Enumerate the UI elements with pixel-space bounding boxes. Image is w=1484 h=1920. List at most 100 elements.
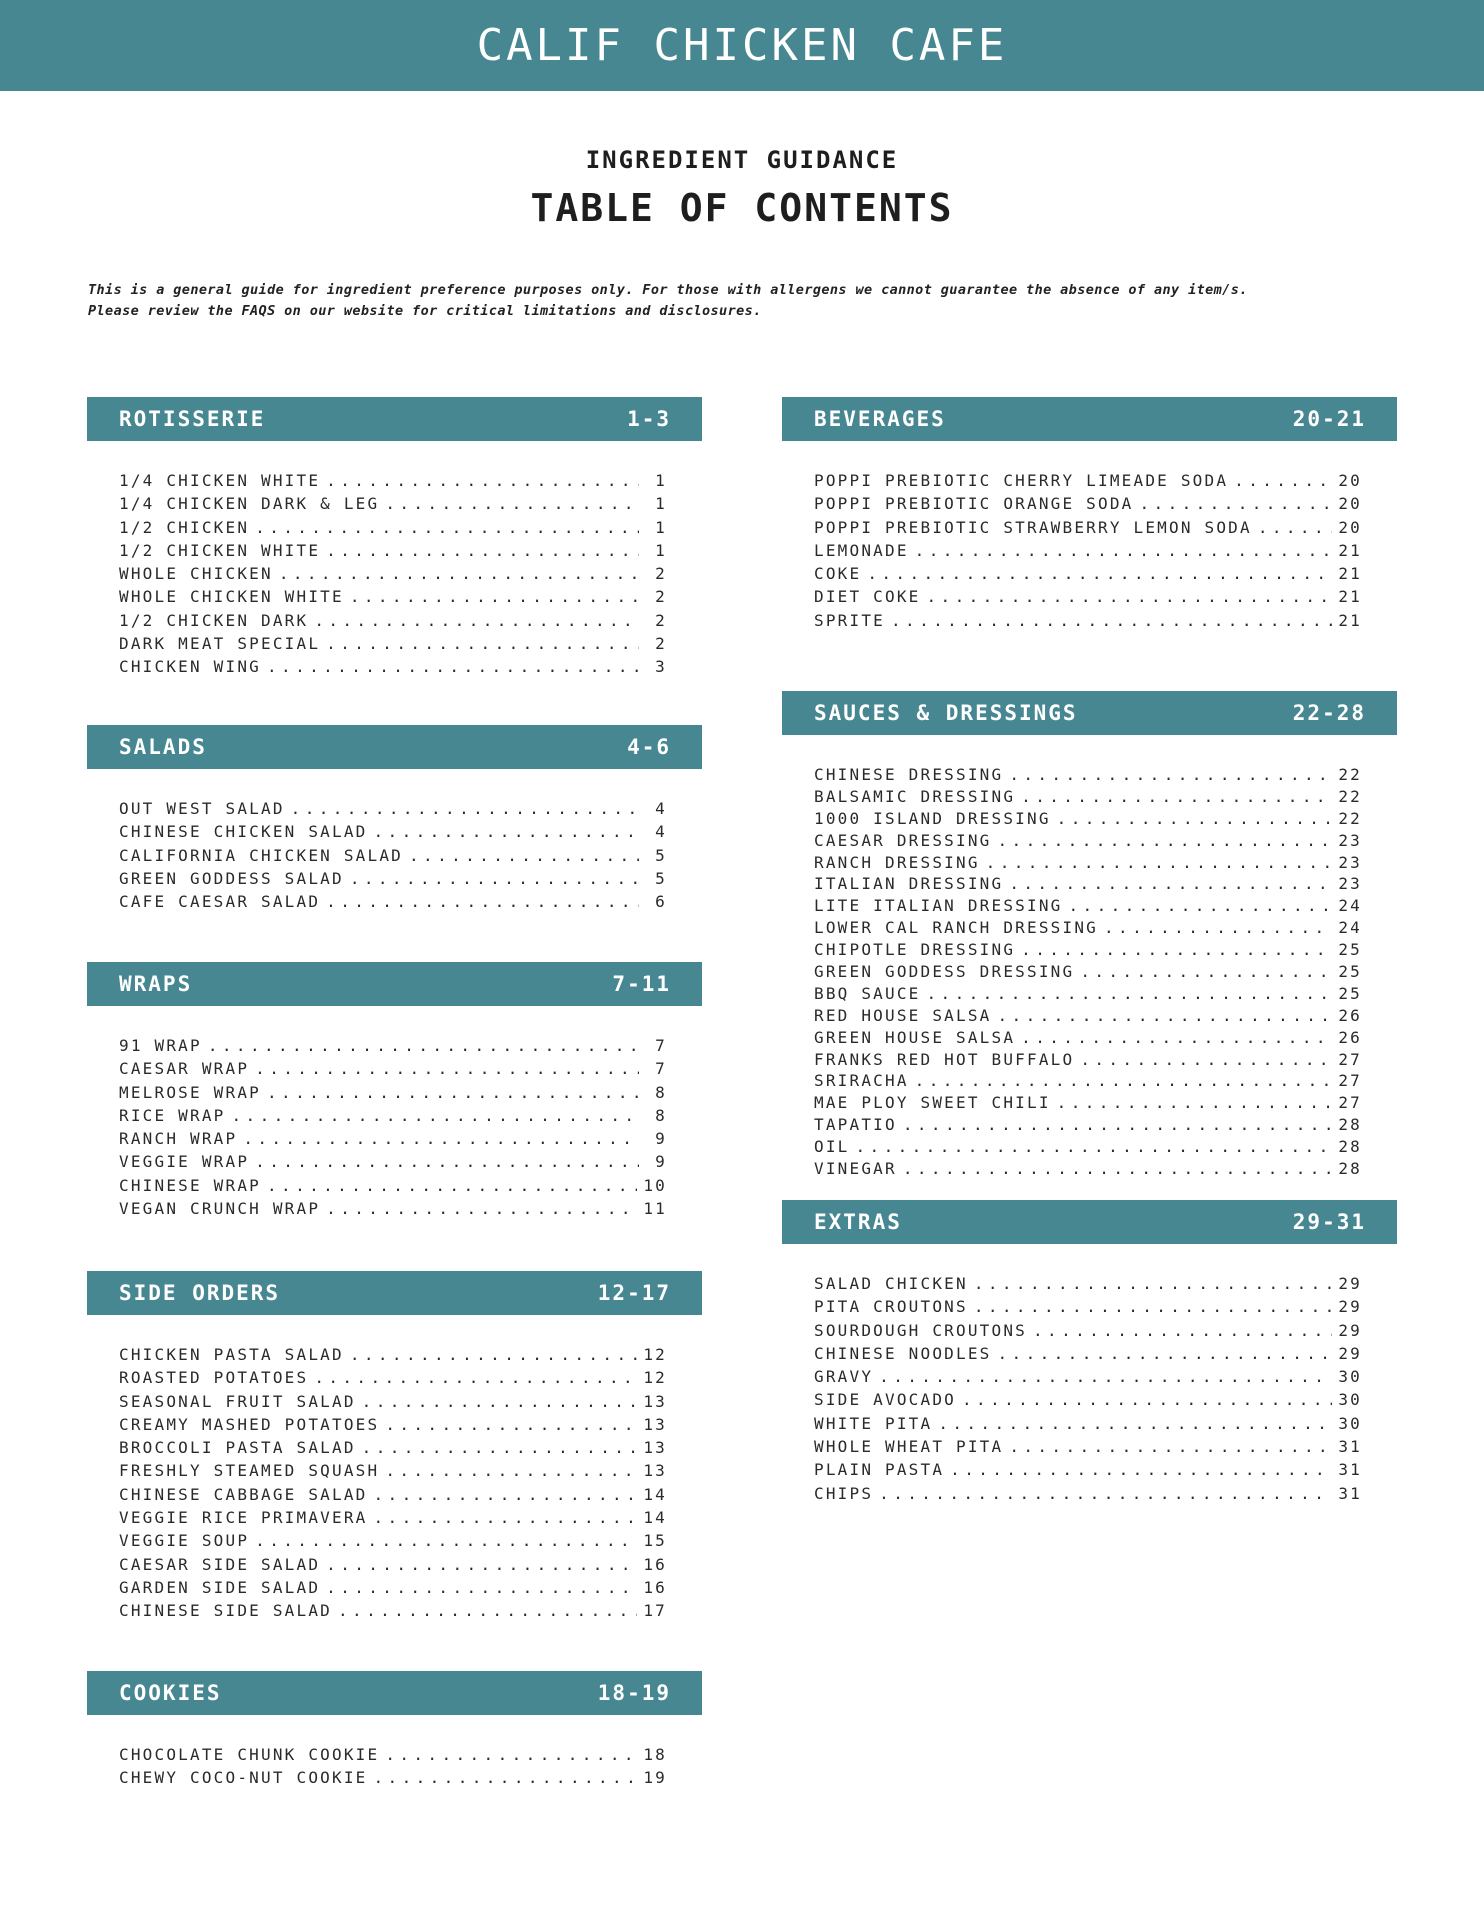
dot-leader [326, 1199, 637, 1218]
toc-entry[interactable]: ITALIAN DRESSING 23 [814, 874, 1362, 896]
dot-leader [1057, 809, 1333, 828]
dot-leader [891, 611, 1332, 630]
toc-entry[interactable]: OUT WEST SALAD 4 [119, 799, 667, 822]
toc-entry[interactable]: CHIPS 31 [814, 1484, 1362, 1507]
toc-entry[interactable]: POPPI PREBIOTIC STRAWBERRY LEMON SODA 20 [814, 518, 1362, 541]
toc-entry[interactable]: RICE WRAP 8 [119, 1106, 667, 1129]
toc-entry[interactable]: BBQ SAUCE 25 [814, 984, 1362, 1006]
toc-entry[interactable]: CHINESE WRAP 10 [119, 1176, 667, 1199]
toc-entry[interactable]: CAESAR WRAP 7 [119, 1059, 667, 1082]
entry-page: 28 [1338, 1159, 1362, 1179]
toc-entry[interactable]: RANCH WRAP 9 [119, 1129, 667, 1152]
dot-leader [385, 1745, 637, 1764]
section-pages: 7-11 [612, 972, 671, 996]
toc-entry[interactable]: OIL 28 [814, 1137, 1362, 1159]
toc-entry[interactable]: CAESAR DRESSING 23 [814, 831, 1362, 853]
toc-entry[interactable]: GREEN HOUSE SALSA 26 [814, 1028, 1362, 1050]
entry-page: 27 [1338, 1071, 1362, 1091]
toc-entry[interactable]: SIDE AVOCADO 30 [814, 1390, 1362, 1413]
toc-entry[interactable]: VEGGIE SOUP 15 [119, 1531, 667, 1554]
toc-entry[interactable]: PITA CROUTONS 29 [814, 1297, 1362, 1320]
toc-entry[interactable]: 1/2 CHICKEN 1 [119, 518, 667, 541]
toc-entry[interactable]: CHINESE CABBAGE SALAD 14 [119, 1485, 667, 1508]
toc-entry[interactable]: SPRITE 21 [814, 611, 1362, 634]
toc-entry[interactable]: VEGGIE WRAP 9 [119, 1152, 667, 1175]
toc-entry[interactable]: 1/4 CHICKEN DARK & LEG 1 [119, 494, 667, 517]
toc-entry[interactable]: SRIRACHA 27 [814, 1071, 1362, 1093]
dot-leader [986, 853, 1333, 872]
toc-entry[interactable]: CAESAR SIDE SALAD 16 [119, 1555, 667, 1578]
toc-entry[interactable]: VEGGIE RICE PRIMAVERA 14 [119, 1508, 667, 1531]
dot-leader [1080, 962, 1332, 981]
toc-entry[interactable]: DARK MEAT SPECIAL 2 [119, 634, 667, 657]
toc-entry[interactable]: PLAIN PASTA 31 [814, 1460, 1362, 1483]
toc-entry[interactable]: BALSAMIC DRESSING 22 [814, 787, 1362, 809]
entry-page: 15 [643, 1531, 667, 1551]
toc-entry[interactable]: CALIFORNIA CHICKEN SALAD 5 [119, 846, 667, 869]
toc-entry[interactable]: WHOLE CHICKEN WHITE 2 [119, 587, 667, 610]
entry-page: 2 [655, 634, 667, 654]
entry-page: 13 [643, 1461, 667, 1481]
toc-entry[interactable]: LOWER CAL RANCH DRESSING 24 [814, 918, 1362, 940]
toc-entry[interactable]: CHOCOLATE CHUNK COOKIE 18 [119, 1745, 667, 1768]
toc-entry[interactable]: 1/4 CHICKEN WHITE 1 [119, 471, 667, 494]
dot-leader [927, 587, 1333, 606]
section-header: BEVERAGES 20-21 [782, 397, 1397, 441]
toc-entry[interactable]: 91 WRAP 7 [119, 1036, 667, 1059]
toc-entry[interactable]: SOURDOUGH CROUTONS 29 [814, 1321, 1362, 1344]
toc-entry[interactable]: RANCH DRESSING 23 [814, 853, 1362, 875]
toc-entry[interactable]: 1/2 CHICKEN WHITE 1 [119, 541, 667, 564]
toc-entry[interactable]: ROASTED POTATOES 12 [119, 1368, 667, 1391]
toc-entry[interactable]: FRANKS RED HOT BUFFALO 27 [814, 1050, 1362, 1072]
toc-entry[interactable]: COKE 21 [814, 564, 1362, 587]
toc-entry[interactable]: 1000 ISLAND DRESSING 22 [814, 809, 1362, 831]
toc-entry[interactable]: VINEGAR 28 [814, 1159, 1362, 1181]
toc-entry[interactable]: SEASONAL FRUIT SALAD 13 [119, 1392, 667, 1415]
toc-entry[interactable]: FRESHLY STEAMED SQUASH 13 [119, 1461, 667, 1484]
toc-entry[interactable]: POPPI PREBIOTIC CHERRY LIMEADE SODA 20 [814, 471, 1362, 494]
toc-entry[interactable]: CHICKEN WING 3 [119, 657, 667, 680]
toc-entry[interactable]: CHINESE SIDE SALAD 17 [119, 1601, 667, 1624]
entry-name: VINEGAR [814, 1159, 897, 1179]
entry-name: PLAIN PASTA [814, 1460, 945, 1480]
toc-entry[interactable]: WHOLE WHEAT PITA 31 [814, 1437, 1362, 1460]
toc-entry[interactable]: SALAD CHICKEN 29 [814, 1274, 1362, 1297]
dot-leader [385, 494, 639, 513]
toc-entry[interactable]: CREAMY MASHED POTATOES 13 [119, 1415, 667, 1438]
entry-name: GREEN HOUSE SALSA [814, 1027, 1016, 1047]
entry-page: 25 [1338, 940, 1362, 960]
toc-entry[interactable]: MELROSE WRAP 8 [119, 1083, 667, 1106]
toc-entry[interactable]: 1/2 CHICKEN DARK 2 [119, 611, 667, 634]
entry-page: 22 [1338, 808, 1362, 828]
toc-entry[interactable]: CAFE CAESAR SALAD 6 [119, 892, 667, 915]
toc-entry[interactable]: LEMONADE 21 [814, 541, 1362, 564]
toc-entry[interactable]: WHITE PITA 30 [814, 1414, 1362, 1437]
toc-entry[interactable]: GREEN GODDESS SALAD 5 [119, 869, 667, 892]
entry-name: GARDEN SIDE SALAD [119, 1577, 321, 1597]
entry-name: FRANKS RED HOT BUFFALO [814, 1049, 1075, 1069]
toc-entry[interactable]: GRAVY 30 [814, 1367, 1362, 1390]
toc-entry[interactable]: TAPATIO 28 [814, 1115, 1362, 1137]
toc-entry[interactable]: POPPI PREBIOTIC ORANGE SODA 20 [814, 494, 1362, 517]
toc-entry[interactable]: WHOLE CHICKEN 2 [119, 564, 667, 587]
toc-entry[interactable]: RED HOUSE SALSA 26 [814, 1006, 1362, 1028]
toc-entry[interactable]: GREEN GODDESS DRESSING 25 [814, 962, 1362, 984]
toc-entry[interactable]: CHIPOTLE DRESSING 25 [814, 940, 1362, 962]
toc-entry[interactable]: MAE PLOY SWEET CHILI 27 [814, 1093, 1362, 1115]
entry-page: 29 [1338, 1320, 1362, 1340]
toc-entry[interactable]: CHINESE NOODLES 29 [814, 1344, 1362, 1367]
entry-name: CAFE CAESAR SALAD [119, 892, 321, 912]
toc-entry[interactable]: GARDEN SIDE SALAD 16 [119, 1578, 667, 1601]
toc-entry[interactable]: CHINESE CHICKEN SALAD 4 [119, 822, 667, 845]
toc-entry[interactable]: DIET COKE 21 [814, 587, 1362, 610]
toc-entry[interactable]: LITE ITALIAN DRESSING 24 [814, 896, 1362, 918]
entry-page: 23 [1338, 852, 1362, 872]
entry-name: 1/4 CHICKEN WHITE [119, 471, 321, 490]
entry-page: 22 [1338, 765, 1362, 784]
toc-entry[interactable]: CHICKEN PASTA SALAD 12 [119, 1345, 667, 1368]
toc-entry[interactable]: BROCCOLI PASTA SALAD 13 [119, 1438, 667, 1461]
toc-entry[interactable]: CHEWY COCO-NUT COOKIE 19 [119, 1768, 667, 1791]
toc-entry[interactable]: VEGAN CRUNCH WRAP 11 [119, 1199, 667, 1222]
section-rotisserie: ROTISSERIE 1-3 1/4 CHICKEN WHITE 1 1/4 C… [87, 397, 702, 681]
toc-entry[interactable]: CHINESE DRESSING 22 [814, 765, 1362, 787]
